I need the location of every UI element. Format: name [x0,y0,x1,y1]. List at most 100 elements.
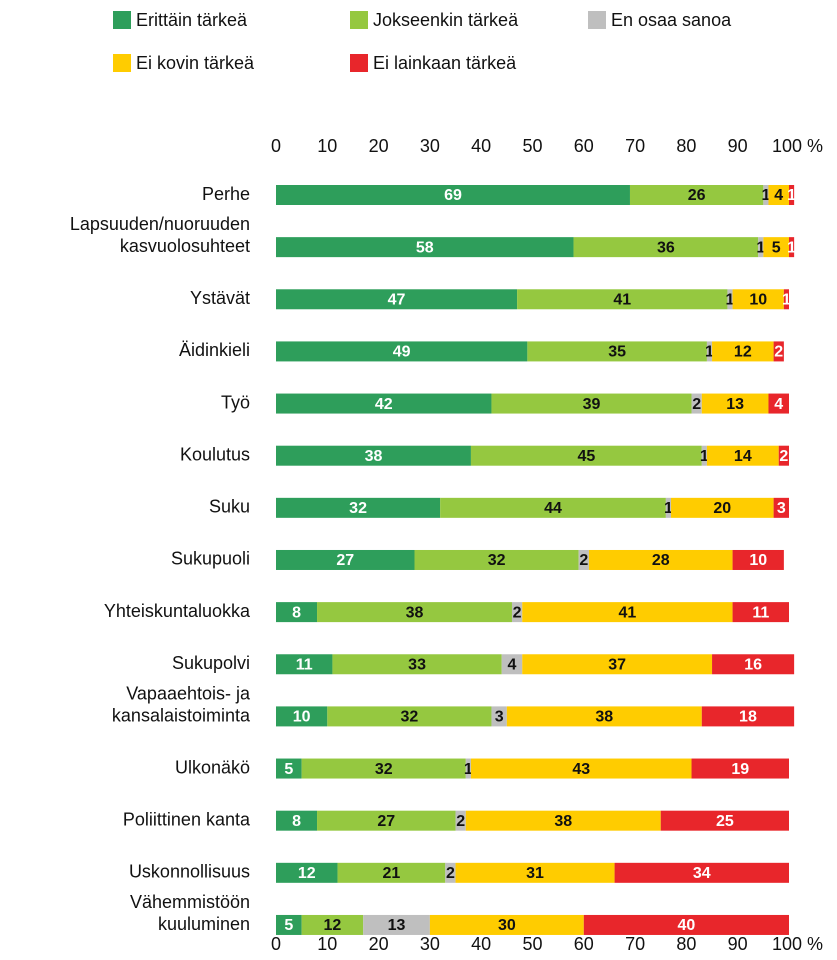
value-label: 34 [693,865,711,882]
x-tick-label: 80 [676,136,696,156]
value-label: 26 [688,187,706,204]
value-label: 1 [464,761,473,778]
bar-segment [317,602,512,623]
x-tick-label: 70 [625,136,645,156]
bar-segment [470,758,692,779]
value-label: 2 [774,344,783,361]
value-label: 2 [579,552,588,569]
bar-segment [588,549,733,570]
bar-segment [276,549,415,570]
legend-swatch [588,11,606,29]
legend-swatch [113,11,131,29]
bar-segment [773,341,784,362]
value-label: 39 [583,396,601,413]
bar-segment [671,497,774,518]
value-label: 11 [296,656,313,673]
bar-segment [276,758,302,779]
bar-segment [276,602,318,623]
value-label: 5 [772,239,781,256]
category-label: Uskonnollisuus [129,862,250,882]
value-label: 10 [749,291,767,308]
value-label: 8 [292,604,301,621]
value-label: 69 [444,187,462,204]
value-label: 1 [700,448,709,465]
category-label-line: Vähemmistöön [130,892,250,912]
value-label: 8 [292,813,301,830]
x-tick-label: 20 [369,136,389,156]
value-label: 20 [713,500,731,517]
value-label: 27 [336,552,354,569]
bar-segment [363,914,430,935]
value-label: 30 [498,917,516,934]
value-label: 25 [716,813,734,830]
x-tick-label: 60 [574,136,594,156]
bar-segment [301,914,364,935]
category-label-line: Vapaaehtois- ja [126,683,251,703]
value-label: 10 [749,552,767,569]
x-tick-label: 70 [625,934,645,954]
value-label: 21 [383,865,401,882]
category-label: Suku [209,497,250,517]
value-label: 3 [495,709,504,726]
bar-segment [317,810,456,831]
legend-label: En osaa sanoa [611,10,732,30]
bar-segment [783,289,789,310]
bar-segment [327,706,492,727]
category-label: Ystävät [190,288,250,308]
bar-segment [414,549,579,570]
category-label: Koulutus [180,444,250,464]
bar-segment [691,393,702,414]
bar-segment [276,810,318,831]
category-label: Lapsuuden/nuoruuden kasvuolosuhteet [70,214,250,256]
value-label: 2 [446,865,455,882]
value-label: 2 [779,448,788,465]
legend-label: Ei kovin tärkeä [136,53,255,73]
bar-segment [789,185,795,205]
value-label: 4 [774,187,783,204]
value-label: 12 [734,344,752,361]
value-label: 41 [613,291,631,308]
value-label: 5 [284,917,293,934]
bar-segment [332,654,502,675]
value-label: 13 [726,396,744,413]
value-label: 18 [739,709,757,726]
bar-segment [614,862,789,883]
bar-segment [691,758,789,779]
value-label: 1 [787,239,796,256]
category-label: Poliittinen kanta [123,809,251,829]
bar-segment [727,289,733,310]
bar-segment [578,549,589,570]
value-label: 2 [513,604,522,621]
x-tick-label: 90 [728,934,748,954]
value-label: 43 [572,761,590,778]
value-label: 37 [608,656,626,673]
value-label: 16 [744,656,762,673]
category-label: Työ [221,392,250,412]
x-tick-label: 20 [369,934,389,954]
value-label: 38 [365,448,383,465]
bar-segment [455,810,466,831]
bar-segment [511,602,523,623]
x-tick-label: 50 [522,136,542,156]
value-label: 38 [554,813,572,830]
value-label: 14 [734,448,752,465]
value-label: 47 [388,291,406,308]
bar-segment [455,862,615,883]
bar-segment [763,185,769,205]
legend-label: Erittäin tärkeä [136,10,248,30]
category-label: Sukupuoli [171,549,250,569]
bar-segment [732,289,784,310]
x-tick-label: 100 % [772,934,823,954]
bar-segment [501,654,523,675]
category-label: Yhteiskuntaluokka [104,601,251,621]
bar-segment [763,237,789,258]
value-label: 40 [678,917,696,934]
x-tick-label: 40 [471,136,491,156]
value-label: 11 [752,604,769,621]
bar-segment [773,497,789,518]
bar-segment [337,862,446,883]
value-label: 35 [608,344,626,361]
category-label: Vähemmistöön kuuluminen [130,892,250,934]
value-label: 28 [652,552,670,569]
value-label: 2 [456,813,465,830]
